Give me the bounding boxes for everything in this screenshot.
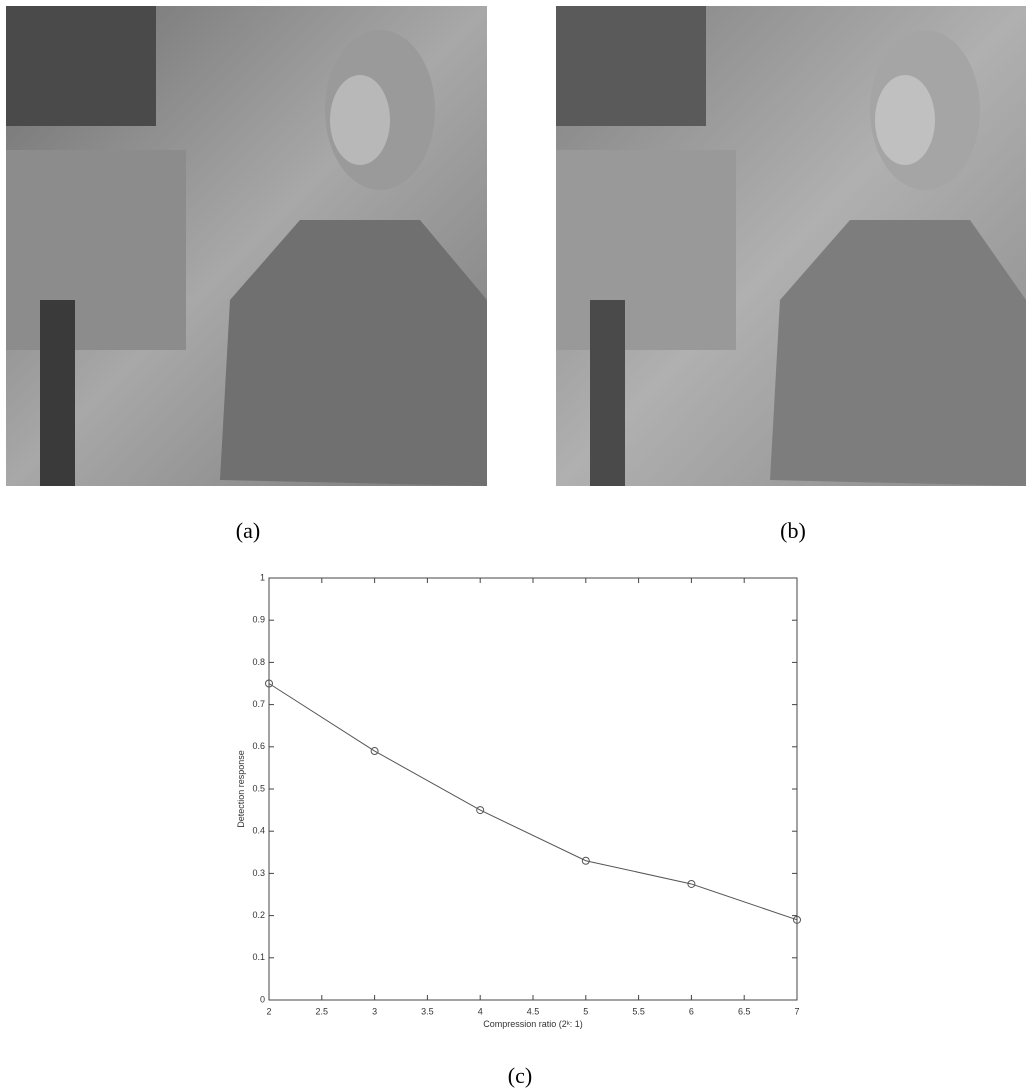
- x-tick-label: 2: [266, 1006, 271, 1016]
- y-tick-label: 0.6: [252, 741, 265, 751]
- y-tick-label: 0.4: [252, 826, 265, 836]
- x-tick-label: 4: [478, 1006, 483, 1016]
- x-tick-label: 4.5: [527, 1006, 540, 1016]
- y-tick-label: 0.5: [252, 783, 265, 793]
- x-tick-label: 3.5: [421, 1006, 434, 1016]
- caption: (b): [780, 518, 806, 543]
- x-tick-label: 6.5: [738, 1006, 751, 1016]
- x-tick-label: 3: [372, 1006, 377, 1016]
- page: (a) (b) (c) Compression ratio (2ᵏ: 1) De…: [0, 0, 1026, 1092]
- plot-frame: [269, 578, 797, 1000]
- line: [269, 684, 797, 920]
- x-tick-label: 5.5: [632, 1006, 645, 1016]
- y-tick-label: 0.3: [252, 868, 265, 878]
- x-axis-label: Compression ratio (2ᵏ: 1): [483, 1019, 583, 1029]
- y-tick-label: 0.7: [252, 699, 265, 709]
- y-axis-label: Detection response: [236, 750, 246, 828]
- x-tick-label: 5: [583, 1006, 588, 1016]
- caption: (c): [508, 1063, 532, 1088]
- y-tick-label: 0.1: [252, 952, 265, 962]
- photo-b: [556, 6, 1026, 486]
- y-tick-label: 1: [260, 572, 265, 582]
- photo-a: [6, 6, 487, 486]
- y-tick-label: 0.9: [252, 615, 265, 625]
- y-tick-label: 0.8: [252, 657, 265, 667]
- y-tick-label: 0.2: [252, 910, 265, 920]
- x-tick-label: 2.5: [316, 1006, 329, 1016]
- figure: (a) (b) (c) Compression ratio (2ᵏ: 1) De…: [0, 0, 1026, 1092]
- y-tick-label: 0: [260, 994, 265, 1004]
- caption: (a): [236, 518, 260, 543]
- x-tick-label: 6: [689, 1006, 694, 1016]
- x-tick-label: 7: [794, 1006, 799, 1016]
